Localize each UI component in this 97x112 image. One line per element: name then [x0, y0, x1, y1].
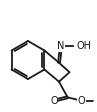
Text: O: O	[77, 96, 85, 106]
Text: O: O	[50, 96, 58, 106]
Text: OH: OH	[75, 41, 90, 51]
Text: OH: OH	[77, 41, 92, 51]
Text: N: N	[57, 41, 65, 51]
